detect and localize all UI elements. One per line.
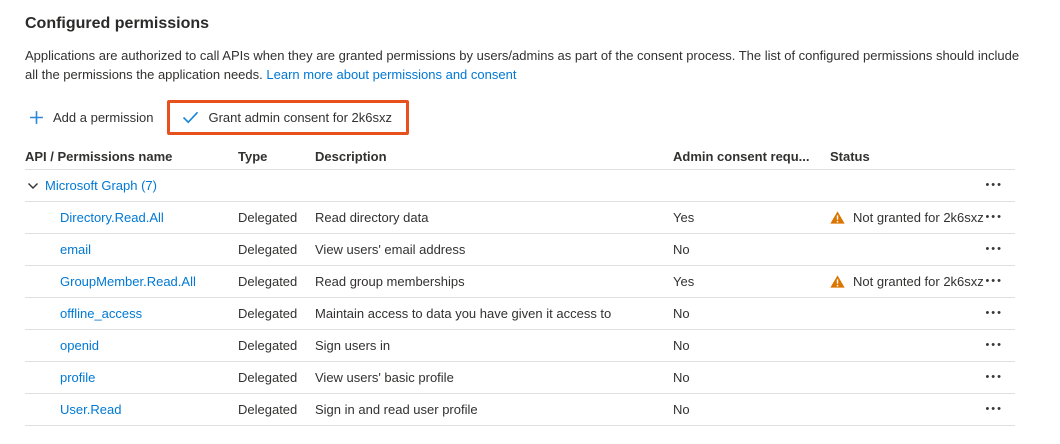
permission-row: offline_access Delegated Maintain access… bbox=[25, 298, 1015, 330]
header-type: Type bbox=[238, 149, 268, 164]
warning-icon bbox=[830, 275, 845, 288]
description-cell: Maintain access to data you have given i… bbox=[315, 306, 612, 321]
table-body: Directory.Read.All Delegated Read direct… bbox=[25, 202, 1015, 426]
type-cell: Delegated bbox=[238, 210, 298, 225]
permission-link[interactable]: GroupMember.Read.All bbox=[60, 274, 196, 289]
admin-consent-cell: No bbox=[673, 338, 690, 353]
table-header-row: API / Permissions name Type Description … bbox=[25, 144, 1015, 170]
admin-consent-cell: No bbox=[673, 370, 690, 385]
header-status: Status bbox=[830, 149, 870, 164]
row-options-button[interactable]: ••• bbox=[985, 243, 1003, 255]
page-title: Configured permissions bbox=[25, 15, 210, 32]
type-cell: Delegated bbox=[238, 338, 298, 353]
description-text: Applications are authorized to call APIs… bbox=[25, 46, 1033, 84]
plus-icon bbox=[29, 110, 44, 125]
admin-consent-cell: Yes bbox=[673, 210, 695, 225]
admin-consent-cell: Yes bbox=[673, 274, 695, 289]
type-cell: Delegated bbox=[238, 402, 298, 417]
row-options-button[interactable]: ••• bbox=[985, 339, 1003, 351]
status-text: Not granted for 2k6sxz bbox=[853, 274, 984, 289]
add-permission-button[interactable]: Add a permission bbox=[25, 103, 157, 131]
description-body: Applications are authorized to call APIs… bbox=[25, 48, 1020, 82]
type-cell: Delegated bbox=[238, 306, 298, 321]
description-cell: View users' email address bbox=[315, 242, 466, 257]
description-cell: Read directory data bbox=[315, 210, 429, 225]
permission-row: profile Delegated View users' basic prof… bbox=[25, 362, 1015, 394]
permissions-table: API / Permissions name Type Description … bbox=[25, 144, 1015, 426]
row-options-button[interactable]: ••• bbox=[985, 275, 1003, 287]
add-permission-label: Add a permission bbox=[53, 109, 154, 125]
permission-row: openid Delegated Sign users in No ••• bbox=[25, 330, 1015, 362]
header-admin-consent-required: Admin consent requ... bbox=[673, 149, 810, 164]
row-options-button[interactable]: ••• bbox=[985, 307, 1003, 319]
description-cell: Sign users in bbox=[315, 338, 391, 353]
permission-row: Directory.Read.All Delegated Read direct… bbox=[25, 202, 1015, 234]
permission-link[interactable]: User.Read bbox=[60, 402, 122, 417]
description-cell: Sign in and read user profile bbox=[315, 402, 478, 417]
checkmark-icon bbox=[182, 111, 199, 124]
grant-admin-consent-button[interactable]: Grant admin consent for 2k6sxz bbox=[178, 103, 396, 131]
row-options-button[interactable]: ••• bbox=[985, 179, 1003, 191]
admin-consent-cell: No bbox=[673, 306, 690, 321]
permission-link[interactable]: offline_access bbox=[60, 306, 143, 321]
row-options-button[interactable]: ••• bbox=[985, 211, 1003, 223]
row-options-button[interactable]: ••• bbox=[985, 371, 1003, 383]
permission-row: User.Read Delegated Sign in and read use… bbox=[25, 394, 1015, 426]
row-options-button[interactable]: ••• bbox=[985, 403, 1003, 415]
learn-more-link[interactable]: Learn more about permissions and consent bbox=[266, 67, 517, 82]
type-cell: Delegated bbox=[238, 274, 298, 289]
permission-link[interactable]: profile bbox=[60, 370, 96, 385]
api-group-row[interactable]: Microsoft Graph (7) ••• bbox=[25, 170, 1015, 202]
configured-permissions-section: Configured permissions Applications are … bbox=[25, 15, 1035, 426]
header-api-permissions-name: API / Permissions name bbox=[25, 149, 173, 164]
command-bar: Add a permission Grant admin consent for… bbox=[25, 99, 1035, 135]
permission-row: GroupMember.Read.All Delegated Read grou… bbox=[25, 266, 1015, 298]
grant-admin-consent-label: Grant admin consent for 2k6sxz bbox=[208, 109, 392, 125]
description-cell: Read group memberships bbox=[315, 274, 465, 289]
warning-icon bbox=[830, 211, 845, 224]
status-text: Not granted for 2k6sxz bbox=[853, 210, 984, 225]
chevron-down-icon[interactable] bbox=[27, 182, 39, 190]
type-cell: Delegated bbox=[238, 242, 298, 257]
description-cell: View users' basic profile bbox=[315, 370, 454, 385]
admin-consent-cell: No bbox=[673, 242, 690, 257]
grant-consent-highlight-box: Grant admin consent for 2k6sxz bbox=[167, 99, 409, 135]
api-group-link[interactable]: Microsoft Graph (7) bbox=[45, 178, 157, 193]
permission-link[interactable]: Directory.Read.All bbox=[60, 210, 164, 225]
type-cell: Delegated bbox=[238, 370, 298, 385]
permission-link[interactable]: openid bbox=[60, 338, 100, 353]
admin-consent-cell: No bbox=[673, 402, 690, 417]
permission-row: email Delegated View users' email addres… bbox=[25, 234, 1015, 266]
permission-link[interactable]: email bbox=[60, 242, 92, 257]
header-description: Description bbox=[315, 149, 387, 164]
